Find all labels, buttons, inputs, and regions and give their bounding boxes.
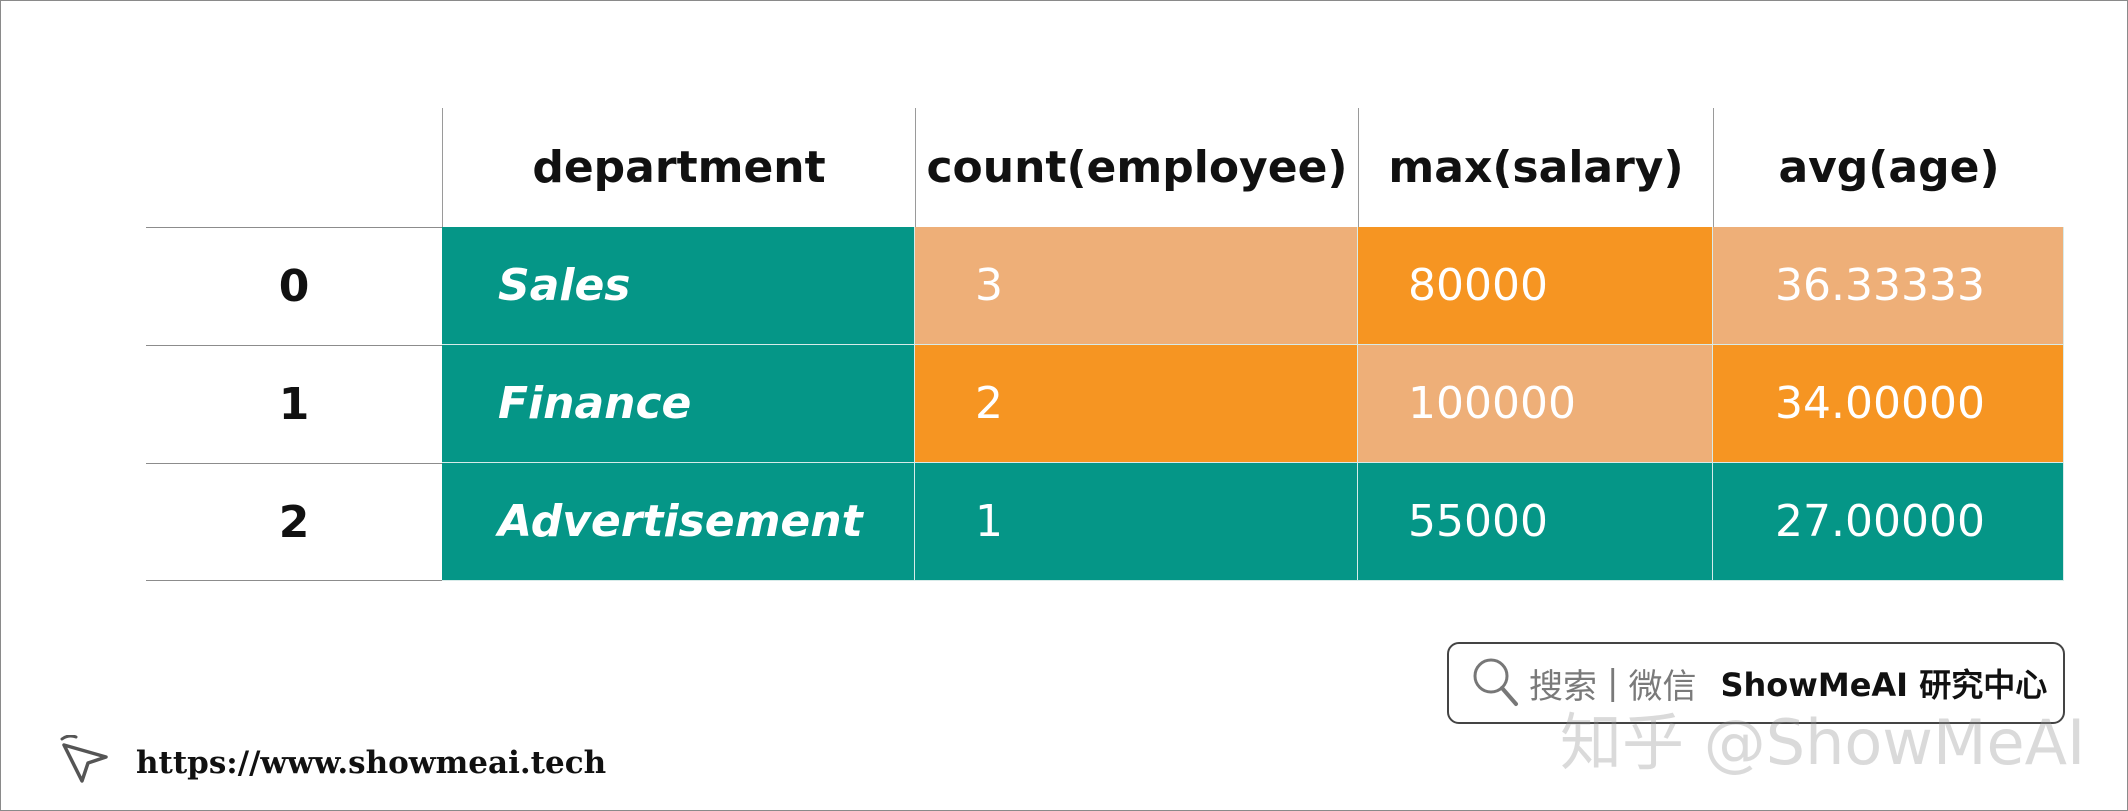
cell-max-salary: 55000 [1358,463,1713,581]
row-index: 0 [146,227,442,345]
cell-avg-age: 27.00000 [1713,463,2064,581]
badge-brand-name: ShowMeAI 研究中心 [1720,666,2048,704]
header-max-salary: max(salary) [1358,108,1713,227]
badge-separator: | [1607,663,1619,703]
cell-avg-age: 34.00000 [1713,345,2064,463]
badge-search-label: 搜索 [1529,666,1597,707]
wechat-search-badge: 搜索 | 微信 ShowMeAI 研究中心 [1447,642,2065,724]
dataframe-table: department count(employee) max(salary) a… [146,108,2064,581]
cell-department: Sales [442,227,915,345]
row-index: 2 [146,463,442,581]
cell-count: 1 [915,463,1358,581]
cell-department: Advertisement [442,463,915,581]
cell-avg-age: 36.33333 [1713,227,2064,345]
website-link[interactable]: https://www.showmeai.tech [58,734,607,791]
cell-count: 3 [915,227,1358,345]
search-icon [1469,654,1519,712]
website-url[interactable]: https://www.showmeai.tech [136,745,607,781]
header-index-blank [146,108,442,227]
cursor-arrow-icon [58,734,114,791]
cell-count: 2 [915,345,1358,463]
header-department: department [442,108,915,227]
cell-max-salary: 80000 [1358,227,1713,345]
header-avg-age: avg(age) [1713,108,2064,227]
header-count-employee: count(employee) [915,108,1358,227]
cell-max-salary: 100000 [1358,345,1713,463]
zhihu-watermark: 知乎 @ShowMeAI [1560,706,2086,779]
badge-wechat-label: 微信 [1628,666,1697,707]
row-index: 1 [146,345,442,463]
cell-department: Finance [442,345,915,463]
